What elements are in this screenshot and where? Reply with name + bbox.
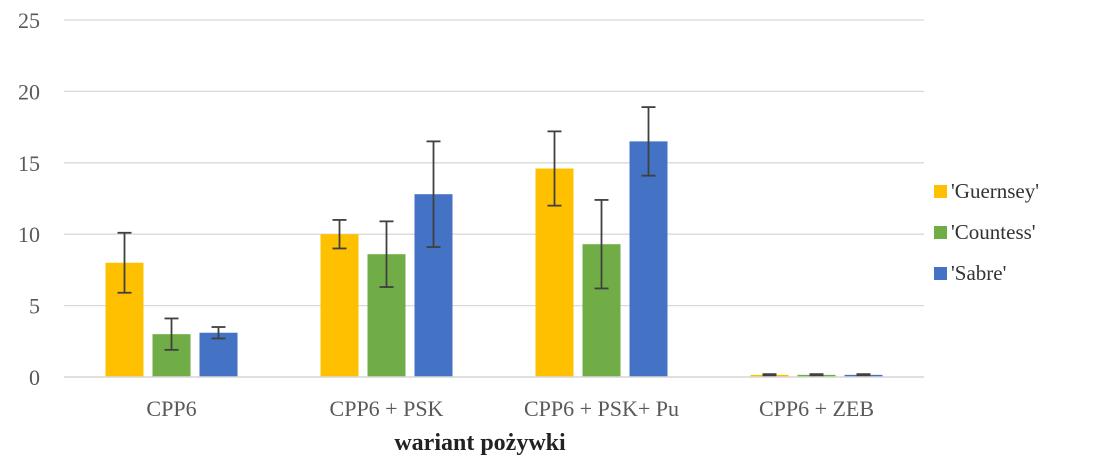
x-tick-label: CPP6 + ZEB: [759, 396, 874, 421]
bar: [320, 234, 359, 377]
x-tick-label: CPP6: [146, 396, 196, 421]
x-axis-label: wariant pożywki: [394, 430, 566, 456]
bar-chart: 0 5 10 15 20 25 CPP6 CPP6 + PSK CPP6 + PSK+ Pu CP…: [18, 8, 924, 421]
legend-label: 'Guernsey': [951, 178, 1040, 203]
legend-swatch: [934, 184, 947, 198]
legend-item: 'Sabre': [934, 260, 1039, 286]
bar: [199, 332, 238, 377]
chart-legend: 'Guernsey' 'Countess' 'Sabre': [934, 178, 1039, 301]
legend-item: 'Guernsey': [934, 178, 1039, 204]
legend-swatch: [934, 225, 947, 239]
legend-swatch: [934, 266, 947, 280]
y-tick-label: 5: [29, 294, 40, 319]
x-tick-label: CPP6 + PSK: [330, 396, 444, 421]
y-tick-label: 20: [18, 79, 40, 104]
y-tick-label: 25: [18, 8, 40, 33]
y-tick-label: 15: [18, 151, 40, 176]
bar: [629, 141, 668, 377]
legend-item: 'Countess': [934, 219, 1039, 245]
x-tick-label: CPP6 + PSK+ Pu: [524, 396, 679, 421]
y-tick-label: 0: [29, 365, 40, 390]
legend-label: 'Countess': [951, 219, 1036, 244]
y-tick-label: 10: [18, 222, 40, 247]
legend-label: 'Sabre': [951, 260, 1007, 285]
